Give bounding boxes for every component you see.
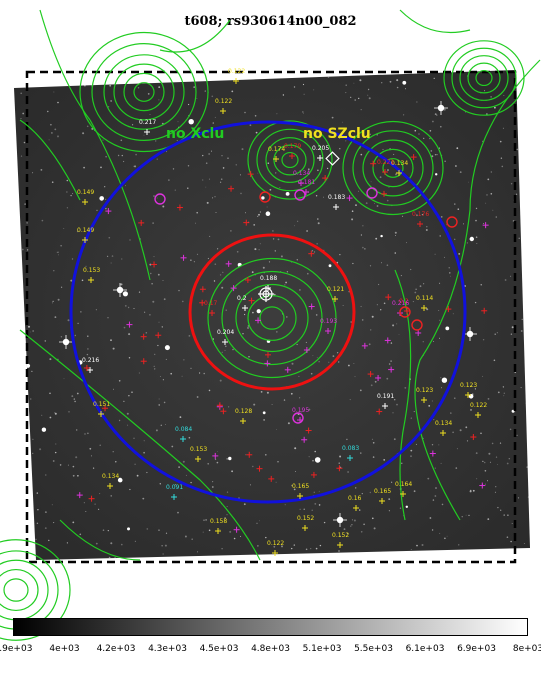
redshift-label: 0.084 bbox=[175, 426, 192, 433]
colorbar-tick-label: 3.9e+03 bbox=[0, 644, 33, 654]
redshift-label: 0.152 bbox=[332, 532, 349, 539]
colorbar-tick-label: 4e+03 bbox=[49, 644, 80, 654]
redshift-label: 0.221 bbox=[377, 159, 394, 166]
redshift-label: 0.165 bbox=[292, 483, 309, 490]
colorbar-tick-label: 4.5e+03 bbox=[199, 644, 239, 654]
redshift-label: 0.216 bbox=[392, 300, 409, 307]
colorbar-tick-label: 6.1e+03 bbox=[405, 644, 445, 654]
redshift-labels: 0.217 0.205 0.183 0.2 0.204 0.216 0.191 0.188 0.… bbox=[77, 68, 487, 547]
redshift-label: 0.2 bbox=[237, 295, 247, 302]
redshift-label: 0.122 bbox=[470, 402, 487, 409]
colorbar-tick-label: 4.8e+03 bbox=[251, 644, 290, 654]
redshift-label: 0.123 bbox=[416, 387, 433, 394]
redshift-label: 0.164 bbox=[395, 481, 412, 488]
redshift-label: 0.122 bbox=[228, 68, 245, 75]
redshift-label: 0.153 bbox=[83, 267, 100, 274]
redshift-label: 0.17 bbox=[204, 300, 218, 307]
redshift-label: 0.158 bbox=[210, 518, 227, 525]
redshift-label: 0.114 bbox=[416, 295, 433, 302]
redshift-label: 0.149 bbox=[77, 227, 94, 234]
redshift-label: 0.176 bbox=[412, 211, 429, 218]
colorbar-tick-label: 4.2e+03 bbox=[96, 644, 136, 654]
redshift-label: 0.151 bbox=[93, 401, 110, 408]
redshift-label: 0.195 bbox=[292, 407, 309, 414]
red-aperture-circle bbox=[188, 233, 356, 391]
redshift-label: 0.179 bbox=[284, 143, 301, 150]
redshift-label: 0.181 bbox=[298, 179, 315, 186]
figure-title: t608; rs930614n00_082 bbox=[184, 14, 357, 29]
redshift-label: 0.134 bbox=[435, 420, 452, 427]
redshift-label: 0.205 bbox=[312, 145, 329, 152]
redshift-label: 0.128 bbox=[235, 408, 252, 415]
redshift-label: 0.134 bbox=[102, 473, 119, 480]
redshift-label: 0.217 bbox=[139, 119, 156, 126]
colorbar-tick-labels: 3.9e+03 4e+03 4.2e+03 4.3e+03 4.5e+03 4.8e+03… bbox=[0, 644, 541, 660]
redshift-label: 0.204 bbox=[217, 329, 234, 336]
redshift-label: 0.122 bbox=[267, 540, 284, 547]
redshift-label: 0.193 bbox=[320, 318, 337, 325]
redshift-label: 0.188 bbox=[260, 275, 277, 282]
redshift-label: 0.191 bbox=[377, 393, 394, 400]
redshift-label: 0.091 bbox=[166, 484, 183, 491]
redshift-label: 0.216 bbox=[82, 357, 99, 364]
sky-image bbox=[14, 70, 530, 560]
redshift-label: 0.174 bbox=[268, 146, 285, 153]
colorbar-tick-label: 5.1e+03 bbox=[302, 644, 342, 654]
redshift-label: 0.121 bbox=[327, 286, 344, 293]
no-xclu-label: no Xclu bbox=[166, 126, 224, 142]
colorbar-tick-label: 4.3e+03 bbox=[148, 644, 187, 654]
redshift-label: 0.123 bbox=[460, 382, 477, 389]
redshift-label: 0.183 bbox=[328, 194, 345, 201]
no-szclu-label: no SZclu bbox=[303, 126, 371, 142]
colorbar-tick-label: 6.9e+03 bbox=[457, 644, 496, 654]
source-markers bbox=[76, 78, 489, 556]
survey-box bbox=[25, 70, 517, 564]
redshift-label: 0.152 bbox=[297, 515, 314, 522]
redshift-label: 0.2 bbox=[399, 298, 409, 305]
colorbar-container bbox=[13, 618, 528, 638]
redshift-label: 0.083 bbox=[342, 445, 359, 452]
grayscale-colorbar bbox=[13, 618, 528, 636]
redshift-label: 0.165 bbox=[374, 488, 391, 495]
colorbar-tick-label: 5.5e+03 bbox=[354, 644, 393, 654]
redshift-label: 0.122 bbox=[215, 98, 232, 105]
redshift-label: 0.153 bbox=[190, 446, 207, 453]
colorbar-tick-label: 8e+03 bbox=[512, 644, 541, 654]
redshift-label: 0.149 bbox=[77, 189, 94, 196]
redshift-label: 0.134 bbox=[293, 170, 310, 177]
blue-aperture-circle bbox=[69, 120, 467, 504]
redshift-label: 0.16 bbox=[348, 495, 362, 502]
redshift-label: 0.134 bbox=[391, 160, 408, 167]
